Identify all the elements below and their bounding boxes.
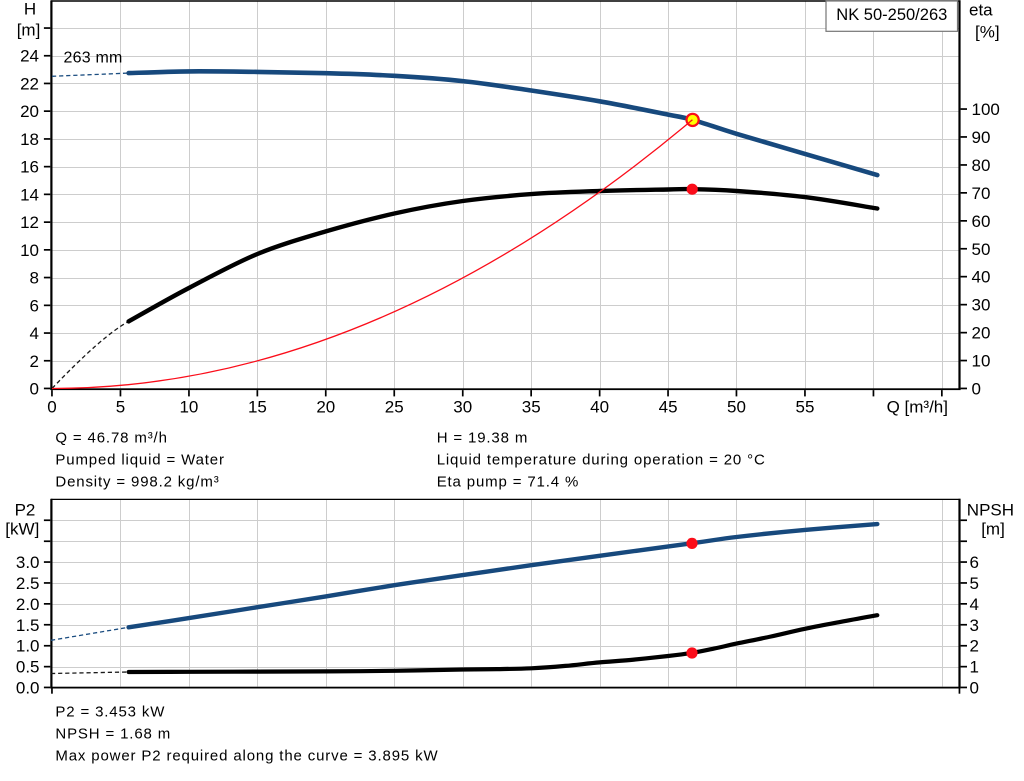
svg-text:40: 40: [590, 398, 609, 417]
svg-text:15: 15: [248, 398, 267, 417]
svg-text:10: 10: [20, 241, 39, 260]
svg-text:2: 2: [30, 352, 39, 371]
svg-text:eta: eta: [969, 1, 993, 20]
svg-text:90: 90: [972, 128, 991, 147]
svg-text:[%]: [%]: [975, 23, 1000, 42]
svg-text:22: 22: [20, 75, 39, 94]
svg-text:H = 19.38 m: H = 19.38 m: [437, 429, 528, 446]
svg-text:50: 50: [727, 398, 746, 417]
svg-text:10: 10: [972, 352, 991, 371]
svg-text:55: 55: [796, 398, 815, 417]
svg-text:14: 14: [20, 185, 39, 204]
svg-text:80: 80: [972, 156, 991, 175]
svg-text:50: 50: [972, 240, 991, 259]
svg-text:1.5: 1.5: [16, 616, 40, 635]
svg-text:Max power P2 required along th: Max power P2 required along the curve = …: [55, 748, 438, 765]
svg-text:5: 5: [116, 398, 125, 417]
svg-text:0: 0: [47, 398, 56, 417]
svg-text:P2 = 3.453 kW: P2 = 3.453 kW: [55, 704, 165, 721]
svg-text:Density = 998.2 kg/m³: Density = 998.2 kg/m³: [55, 473, 219, 490]
svg-text:NPSH = 1.68 m: NPSH = 1.68 m: [55, 726, 171, 743]
svg-text:1: 1: [970, 658, 979, 677]
svg-text:8: 8: [30, 269, 39, 288]
svg-text:60: 60: [972, 212, 991, 231]
svg-text:25: 25: [385, 398, 404, 417]
svg-text:Q [m³/h]: Q [m³/h]: [887, 398, 948, 417]
svg-text:2.0: 2.0: [16, 595, 40, 614]
svg-text:20: 20: [972, 324, 991, 343]
svg-text:3.0: 3.0: [16, 553, 40, 572]
svg-text:2: 2: [970, 637, 979, 656]
svg-text:6: 6: [970, 553, 979, 572]
svg-text:6: 6: [30, 296, 39, 315]
svg-text:H: H: [24, 0, 36, 19]
svg-text:40: 40: [972, 268, 991, 287]
svg-text:P2: P2: [15, 500, 36, 519]
svg-text:[m]: [m]: [981, 520, 1005, 539]
svg-text:Q = 46.78 m³/h: Q = 46.78 m³/h: [55, 429, 167, 446]
svg-text:30: 30: [972, 296, 991, 315]
svg-text:[kW]: [kW]: [5, 520, 39, 539]
svg-text:20: 20: [316, 398, 335, 417]
svg-text:16: 16: [20, 158, 39, 177]
svg-text:100: 100: [972, 100, 1000, 119]
svg-text:24: 24: [20, 47, 39, 66]
svg-text:30: 30: [453, 398, 472, 417]
svg-text:70: 70: [972, 184, 991, 203]
svg-text:[m]: [m]: [17, 21, 41, 40]
svg-text:263 mm: 263 mm: [64, 50, 123, 67]
svg-text:10: 10: [179, 398, 198, 417]
svg-text:2.5: 2.5: [16, 574, 40, 593]
svg-text:NPSH: NPSH: [967, 500, 1014, 519]
svg-text:4: 4: [30, 324, 39, 343]
svg-text:12: 12: [20, 213, 39, 232]
svg-text:18: 18: [20, 130, 39, 149]
svg-text:0.5: 0.5: [16, 658, 40, 677]
svg-text:0: 0: [972, 380, 981, 399]
svg-text:20: 20: [20, 102, 39, 121]
svg-text:NK 50-250/263: NK 50-250/263: [836, 6, 947, 24]
svg-text:45: 45: [659, 398, 678, 417]
svg-text:Eta pump = 71.4 %: Eta pump = 71.4 %: [437, 473, 579, 490]
svg-text:0.0: 0.0: [16, 679, 40, 698]
svg-text:35: 35: [522, 398, 541, 417]
svg-text:3: 3: [970, 616, 979, 635]
svg-text:Pumped liquid = Water: Pumped liquid = Water: [55, 451, 224, 468]
svg-text:4: 4: [970, 595, 979, 614]
svg-text:1.0: 1.0: [16, 637, 40, 656]
svg-text:0: 0: [970, 679, 979, 698]
svg-text:Liquid temperature during oper: Liquid temperature during operation = 20…: [437, 451, 766, 468]
svg-text:5: 5: [970, 574, 979, 593]
svg-text:0: 0: [30, 380, 39, 399]
